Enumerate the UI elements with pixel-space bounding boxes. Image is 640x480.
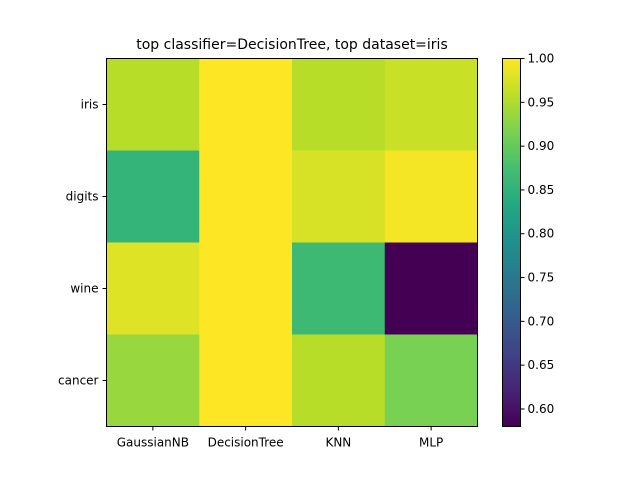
heatmap-cell — [106, 58, 200, 151]
heatmap-cell — [199, 334, 293, 427]
colorbar-axis: 0.60 0.65 0.70 0.75 0.80 0.85 0.90 0.95 1.00 — [520, 52, 555, 416]
x-tick-label: DecisionTree — [208, 436, 284, 450]
colorbar-tick-label: 0.95 — [528, 95, 555, 109]
colorbar-tick-label: 0.90 — [528, 139, 555, 153]
heatmap-cell — [384, 58, 478, 151]
x-tick-label: GaussianNB — [117, 436, 189, 450]
heatmap-cell — [292, 334, 386, 427]
heatmap-cell — [384, 334, 478, 427]
heatmap-cell — [106, 242, 200, 335]
heatmap-cell — [106, 334, 200, 427]
colorbar-tick-label: 0.65 — [528, 358, 555, 372]
x-tick-label: KNN — [325, 436, 351, 450]
colorbar-tick-label: 1.00 — [528, 52, 555, 66]
plot-frame — [106, 58, 478, 427]
heatmap-cell — [199, 150, 293, 243]
heatmap-cells — [106, 58, 478, 427]
y-tick-label: wine — [70, 282, 98, 296]
y-axis: iris digits wine cancer — [58, 98, 107, 388]
colorbar-tick-label: 0.70 — [528, 314, 555, 328]
heatmap-cell — [384, 150, 478, 243]
colorbar — [502, 58, 521, 427]
heatmap-cell — [292, 150, 386, 243]
x-axis: GaussianNB DecisionTree KNN MLP — [117, 426, 443, 450]
y-tick-label: iris — [81, 98, 99, 112]
colorbar-tick-label: 0.85 — [528, 183, 555, 197]
chart-title: top classifier=DecisionTree, top dataset… — [136, 37, 448, 53]
heatmap-cell — [292, 58, 386, 151]
heatmap-cell — [199, 242, 293, 335]
colorbar-tick-label: 0.60 — [528, 402, 555, 416]
heatmap-cell — [106, 150, 200, 243]
colorbar-tick-label: 0.80 — [528, 227, 555, 241]
heatmap-cell — [199, 58, 293, 151]
y-tick-label: digits — [66, 190, 99, 204]
x-tick-label: MLP — [419, 436, 443, 450]
y-tick-label: cancer — [58, 374, 99, 388]
heatmap-cell — [384, 242, 478, 335]
heatmap-cell — [292, 242, 386, 335]
colorbar-tick-label: 0.75 — [528, 271, 555, 285]
